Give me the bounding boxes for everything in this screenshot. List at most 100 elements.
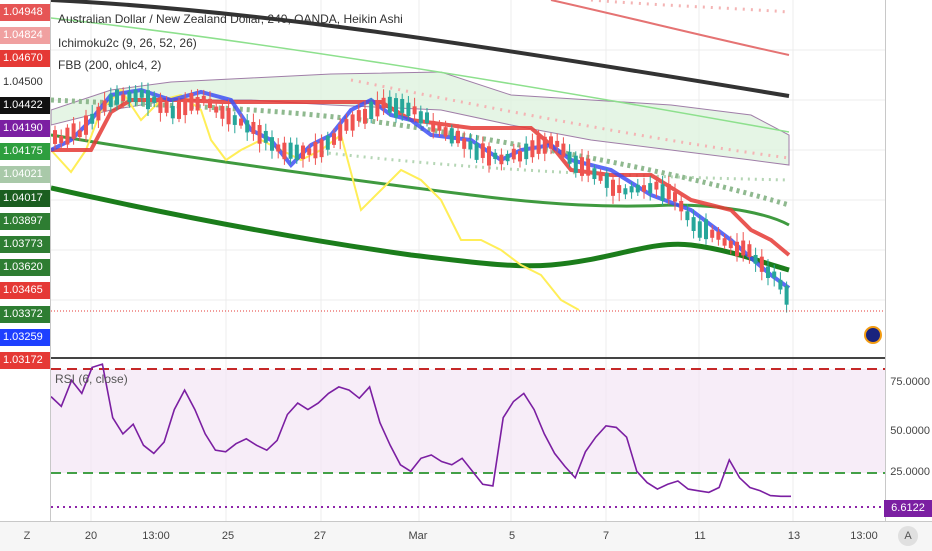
- zoom-button[interactable]: Z: [23, 530, 31, 542]
- price-scale-right[interactable]: 75.0000 50.0000 25.0000: [885, 0, 932, 521]
- candle: [604, 173, 609, 188]
- candle: [195, 97, 200, 111]
- price-label: 1.03259: [0, 329, 50, 346]
- candle: [406, 102, 411, 117]
- candle: [183, 99, 188, 116]
- time-tick: 13: [787, 530, 801, 542]
- candle: [666, 183, 671, 200]
- candle: [468, 141, 473, 150]
- candle: [555, 140, 560, 147]
- price-label: 1.04948: [0, 4, 50, 21]
- fbb-dotted-green-1: [51, 97, 790, 208]
- candle: [263, 130, 268, 143]
- candle: [673, 192, 677, 202]
- candle: [511, 148, 516, 160]
- candle: [65, 127, 70, 145]
- candle: [505, 153, 510, 162]
- candle: [573, 155, 578, 173]
- candle: [245, 120, 250, 133]
- candle: [313, 141, 318, 159]
- time-tick: 25: [221, 530, 235, 542]
- candle: [443, 127, 448, 137]
- fbb-upper-band-1: [51, 0, 790, 98]
- candle: [480, 143, 485, 158]
- price-label: 1.03372: [0, 306, 50, 323]
- legend-rsi[interactable]: RSI (6, close): [55, 372, 128, 386]
- candle: [418, 111, 423, 124]
- candle: [592, 168, 597, 180]
- candle: [660, 184, 665, 202]
- candle: [567, 151, 572, 164]
- candle: [449, 128, 454, 144]
- candle: [710, 229, 715, 238]
- candle: [722, 238, 727, 246]
- legend-fbb[interactable]: FBB (200, ohlc4, 2): [58, 58, 162, 72]
- candle: [220, 106, 225, 119]
- rsi-tick-75: 75.0000: [890, 376, 930, 388]
- candle: [288, 142, 293, 159]
- candle: [152, 96, 157, 103]
- chart-title: Australian Dollar / New Zealand Dollar, …: [58, 12, 403, 26]
- candle: [549, 136, 553, 149]
- candle: [747, 244, 752, 257]
- price-label: 1.04021: [0, 166, 50, 183]
- candle: [90, 113, 95, 124]
- time-tick: 11: [694, 530, 706, 542]
- heikin-ashi-candles: [53, 82, 789, 313]
- candle: [778, 279, 783, 290]
- candle: [580, 157, 584, 176]
- fbb-band-lightgreen: [51, 17, 790, 133]
- candle: [704, 219, 708, 240]
- candle: [741, 240, 746, 256]
- candle: [735, 241, 739, 257]
- price-scale-left[interactable]: 1.04948 1.04824 1.04670 1.04500 1.04422 1.041…: [0, 0, 51, 550]
- candle: [350, 114, 355, 131]
- fbb-dotted-green-2: [300, 148, 790, 182]
- candle: [71, 123, 76, 139]
- tenkan-sen: [51, 87, 791, 290]
- candle: [201, 95, 206, 103]
- candle: [226, 107, 231, 125]
- candle: [127, 91, 132, 103]
- candle: [276, 144, 281, 152]
- candle: [189, 93, 194, 111]
- candle: [301, 145, 305, 159]
- auto-scale-button[interactable]: A: [898, 526, 918, 546]
- candle: [170, 105, 175, 119]
- candle: [102, 100, 107, 112]
- time-axis[interactable]: Z 20 13:00 25 27 Mar 5 7 11 13 13:00 A: [0, 521, 932, 551]
- time-tick: 27: [313, 530, 327, 542]
- candle: [648, 183, 653, 194]
- candle: [691, 217, 696, 232]
- legend-ichimoku[interactable]: Ichimoku2c (9, 26, 52, 26): [58, 36, 197, 50]
- candle: [239, 118, 243, 126]
- price-label: 1.04670: [0, 50, 50, 67]
- candle: [635, 184, 640, 193]
- candle: [387, 96, 392, 113]
- candle: [518, 151, 522, 162]
- chikou-span: [51, 88, 580, 311]
- candle: [685, 211, 690, 221]
- candle: [307, 148, 312, 155]
- candle: [270, 137, 274, 151]
- candle: [53, 130, 57, 144]
- time-tick: Mar: [408, 530, 428, 542]
- candle: [77, 130, 82, 138]
- fbb-upper-band-3: [590, 0, 790, 14]
- candle: [381, 97, 386, 109]
- time-tick: 5: [508, 530, 516, 542]
- candle: [499, 154, 504, 165]
- candle: [753, 254, 758, 264]
- rsi-tick-25: 25.0000: [890, 466, 930, 478]
- candle: [96, 106, 101, 121]
- candle: [536, 135, 541, 154]
- price-chart[interactable]: [51, 0, 885, 521]
- time-tick: 7: [602, 530, 610, 542]
- candle: [598, 173, 603, 181]
- candle: [679, 200, 684, 212]
- flag-icon[interactable]: [864, 326, 882, 344]
- pane-separator[interactable]: [51, 357, 932, 359]
- price-label: 1.04190: [0, 120, 50, 137]
- candle: [356, 110, 361, 121]
- candle: [164, 101, 169, 113]
